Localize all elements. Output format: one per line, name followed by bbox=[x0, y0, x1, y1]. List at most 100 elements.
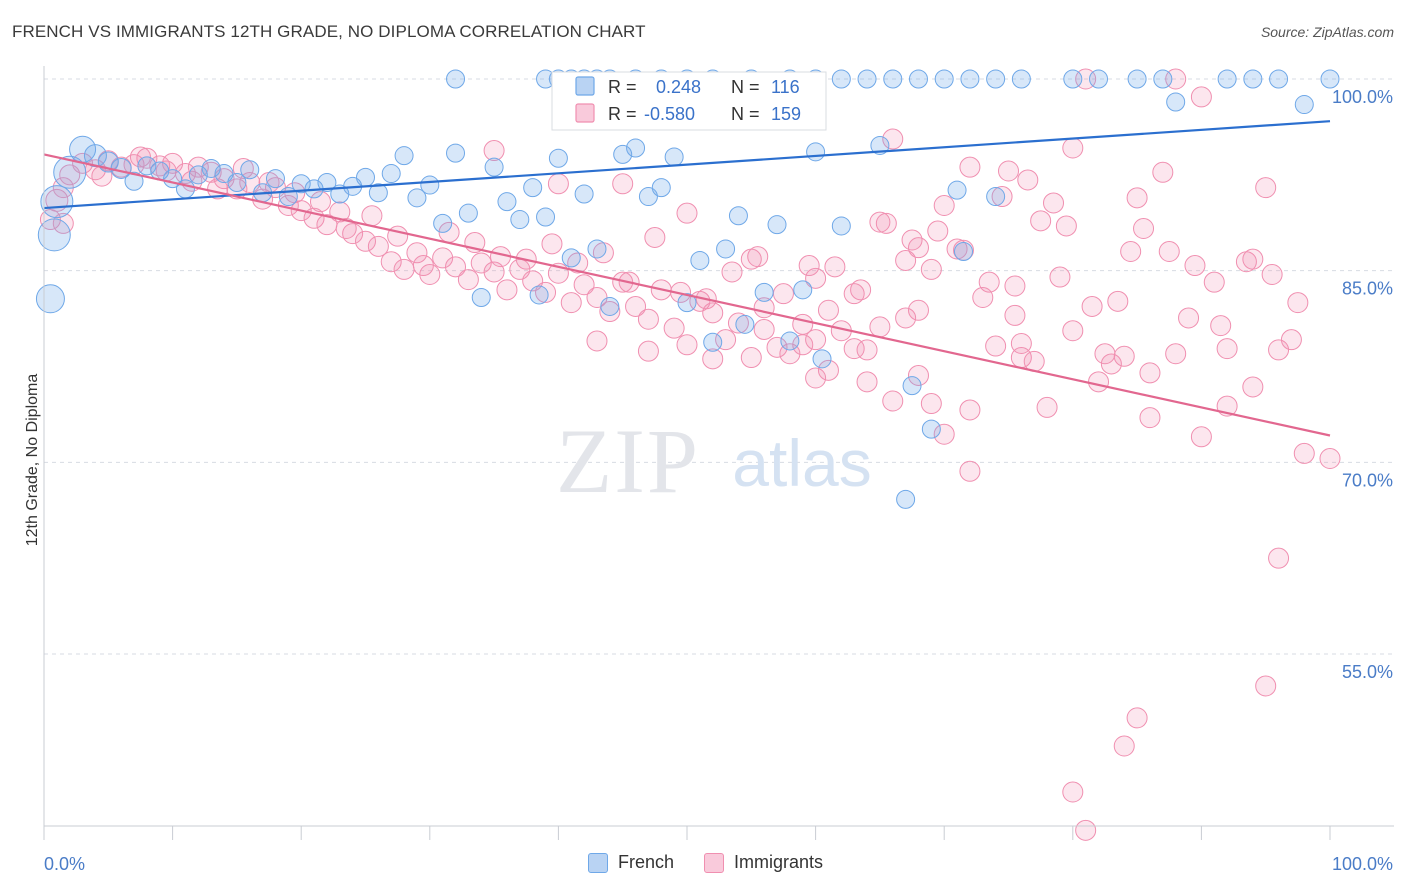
stats-legend: R = 0.248 N = 116 R = -0.580 N = 159 bbox=[551, 71, 827, 131]
immigrants-point bbox=[850, 279, 872, 301]
french-point bbox=[40, 185, 74, 219]
french-point bbox=[35, 284, 65, 314]
legend-item-french[interactable]: French bbox=[588, 852, 674, 873]
french-point bbox=[394, 146, 414, 166]
immigrants-point bbox=[895, 307, 917, 329]
immigrants-point bbox=[1100, 353, 1122, 375]
immigrants-point bbox=[1210, 315, 1232, 337]
immigrants-point bbox=[727, 312, 749, 334]
y-tick-label: 85.0% bbox=[1342, 279, 1393, 299]
french-point bbox=[806, 142, 826, 162]
french-point bbox=[1243, 69, 1263, 89]
french-point bbox=[175, 179, 195, 199]
french-point bbox=[1127, 69, 1147, 89]
french-point bbox=[728, 206, 748, 226]
immigrants-point bbox=[1190, 426, 1212, 448]
french-point bbox=[37, 218, 71, 252]
immigrants-point bbox=[637, 340, 659, 362]
legend-swatch-french bbox=[588, 852, 608, 873]
immigrants-point bbox=[1280, 329, 1302, 351]
immigrants-point bbox=[927, 220, 949, 242]
immigrants-point bbox=[1030, 210, 1052, 232]
legend-label-immigrants: Immigrants bbox=[734, 852, 824, 872]
immigrants-point bbox=[805, 329, 827, 351]
french-point bbox=[1217, 69, 1237, 89]
immigrants-point bbox=[567, 252, 589, 274]
french-point bbox=[523, 178, 543, 198]
immigrants-point bbox=[457, 269, 479, 291]
immigrants-point bbox=[933, 195, 955, 216]
trend-lines bbox=[43, 120, 1331, 437]
french-point bbox=[291, 174, 311, 194]
immigrants-point bbox=[676, 334, 698, 356]
french-point bbox=[201, 158, 221, 178]
immigrants-point bbox=[907, 299, 929, 321]
french-point bbox=[1153, 69, 1173, 89]
french-points bbox=[35, 69, 1340, 509]
immigrants-point bbox=[483, 140, 505, 162]
immigrants-point bbox=[1293, 442, 1315, 464]
immigrants-point bbox=[1120, 241, 1142, 262]
immigrants-point bbox=[367, 235, 389, 257]
immigrants-n-label: N = bbox=[731, 104, 760, 124]
immigrants-point bbox=[933, 423, 955, 445]
immigrants-point bbox=[1107, 290, 1129, 312]
french-point bbox=[53, 155, 87, 189]
immigrants-point bbox=[805, 267, 827, 289]
french-point bbox=[407, 188, 427, 208]
french-point bbox=[831, 216, 851, 236]
immigrants-point bbox=[412, 255, 434, 277]
immigrants-point bbox=[496, 279, 518, 301]
french-n-label: N = bbox=[731, 77, 760, 97]
immigrants-point bbox=[798, 255, 820, 277]
immigrants-point bbox=[998, 160, 1019, 182]
french-point bbox=[1320, 69, 1340, 89]
immigrants-point bbox=[1017, 169, 1039, 191]
french-point bbox=[716, 239, 736, 259]
immigrants-point bbox=[637, 308, 659, 330]
immigrants-point bbox=[1004, 275, 1026, 297]
french-point bbox=[484, 157, 504, 177]
french-point bbox=[947, 180, 967, 200]
french-point bbox=[529, 285, 549, 305]
immigrants-point bbox=[753, 318, 775, 340]
immigrants-point bbox=[355, 230, 376, 252]
immigrants-point bbox=[1242, 248, 1264, 270]
immigrants-point bbox=[1113, 735, 1135, 757]
french-point bbox=[921, 419, 941, 439]
immigrants-point bbox=[1126, 187, 1148, 209]
immigrants-point bbox=[715, 329, 737, 351]
immigrants-point bbox=[1062, 137, 1084, 159]
french-point bbox=[812, 349, 832, 369]
french-point bbox=[536, 207, 556, 227]
immigrants-point bbox=[824, 256, 846, 278]
immigrants-point bbox=[1139, 407, 1161, 429]
immigrants-point bbox=[1165, 343, 1187, 365]
legend-label-french: French bbox=[618, 852, 675, 872]
immigrants-point bbox=[721, 261, 743, 283]
legend-swatch-immigrants bbox=[704, 852, 725, 873]
immigrants-point bbox=[1261, 264, 1283, 285]
french-r-label: R = bbox=[608, 77, 637, 97]
immigrants-point bbox=[1133, 218, 1155, 239]
legend: French Immigrants bbox=[588, 852, 853, 873]
immigrants-point bbox=[856, 339, 878, 361]
immigrants-point bbox=[1268, 339, 1290, 361]
immigrants-point bbox=[907, 237, 929, 259]
legend-item-immigrants[interactable]: Immigrants bbox=[704, 852, 823, 873]
immigrants-point bbox=[740, 248, 762, 270]
immigrants-point bbox=[882, 128, 904, 150]
french-point bbox=[651, 178, 671, 198]
french-point bbox=[703, 332, 723, 352]
french-point bbox=[420, 175, 440, 195]
immigrants-point bbox=[1004, 304, 1026, 326]
french-point bbox=[137, 156, 157, 176]
french-point bbox=[883, 69, 903, 89]
french-point bbox=[690, 250, 710, 270]
french-point bbox=[561, 248, 581, 268]
immigrants-point bbox=[817, 359, 839, 381]
french-point bbox=[626, 138, 646, 158]
immigrants-point bbox=[470, 252, 492, 274]
french-point bbox=[1063, 69, 1083, 89]
